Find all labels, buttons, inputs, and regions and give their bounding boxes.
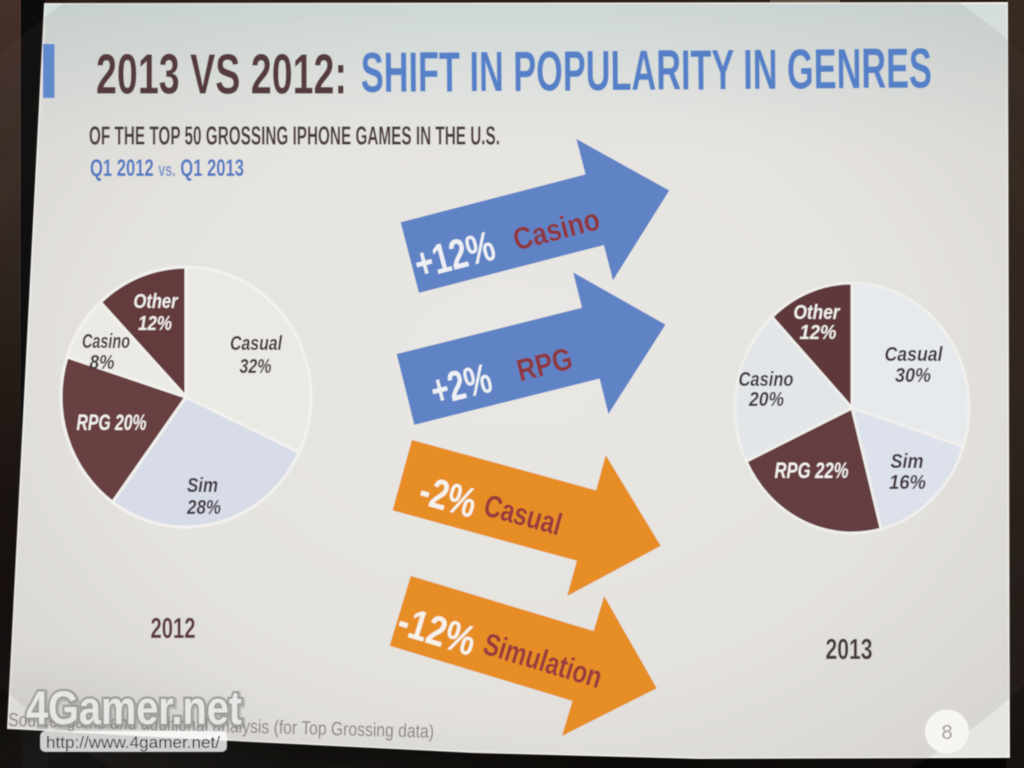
svg-text:RPG 22%: RPG 22%	[775, 458, 849, 483]
svg-text:8: 8	[941, 722, 952, 744]
svg-text:Casual: Casual	[885, 344, 943, 366]
svg-text:4Gamer.net: 4Gamer.net	[26, 681, 242, 734]
svg-text:2013: 2013	[826, 634, 873, 666]
svg-text:12%: 12%	[138, 313, 172, 335]
svg-text:Sim: Sim	[187, 475, 218, 497]
svg-text:Casino: Casino	[739, 369, 794, 391]
svg-text:Sim: Sim	[891, 451, 924, 473]
svg-text:Casual: Casual	[230, 333, 282, 355]
svg-text:RPG 20%: RPG 20%	[77, 410, 147, 435]
svg-text:http://www.4gamer.net/: http://www.4gamer.net/	[46, 733, 220, 752]
svg-text:Other: Other	[794, 302, 841, 324]
svg-text:2012: 2012	[151, 613, 196, 645]
svg-text:32%: 32%	[240, 356, 272, 378]
svg-text:12%: 12%	[800, 322, 837, 344]
svg-text:4Gamer.net: 4Gamer.net	[27, 683, 243, 736]
svg-text:16%: 16%	[889, 472, 926, 494]
svg-text:Casino: Casino	[82, 331, 130, 353]
svg-text:Q1 2012 vs. Q1 2013: Q1 2012 vs. Q1 2013	[90, 155, 244, 182]
svg-text:20%: 20%	[748, 389, 784, 411]
svg-text:8%: 8%	[90, 352, 115, 374]
svg-text:28%: 28%	[186, 497, 221, 519]
svg-text:SHIFT IN POPULARITY IN GENRES: SHIFT IN POPULARITY IN GENRES	[361, 37, 932, 105]
svg-text:2013 VS 2012:: 2013 VS 2012:	[96, 43, 347, 107]
svg-text:Other: Other	[134, 291, 179, 313]
svg-text:OF THE TOP 50 GROSSING IPHONE: OF THE TOP 50 GROSSING IPHONE GAMES IN T…	[89, 121, 500, 151]
svg-text:30%: 30%	[895, 365, 931, 387]
